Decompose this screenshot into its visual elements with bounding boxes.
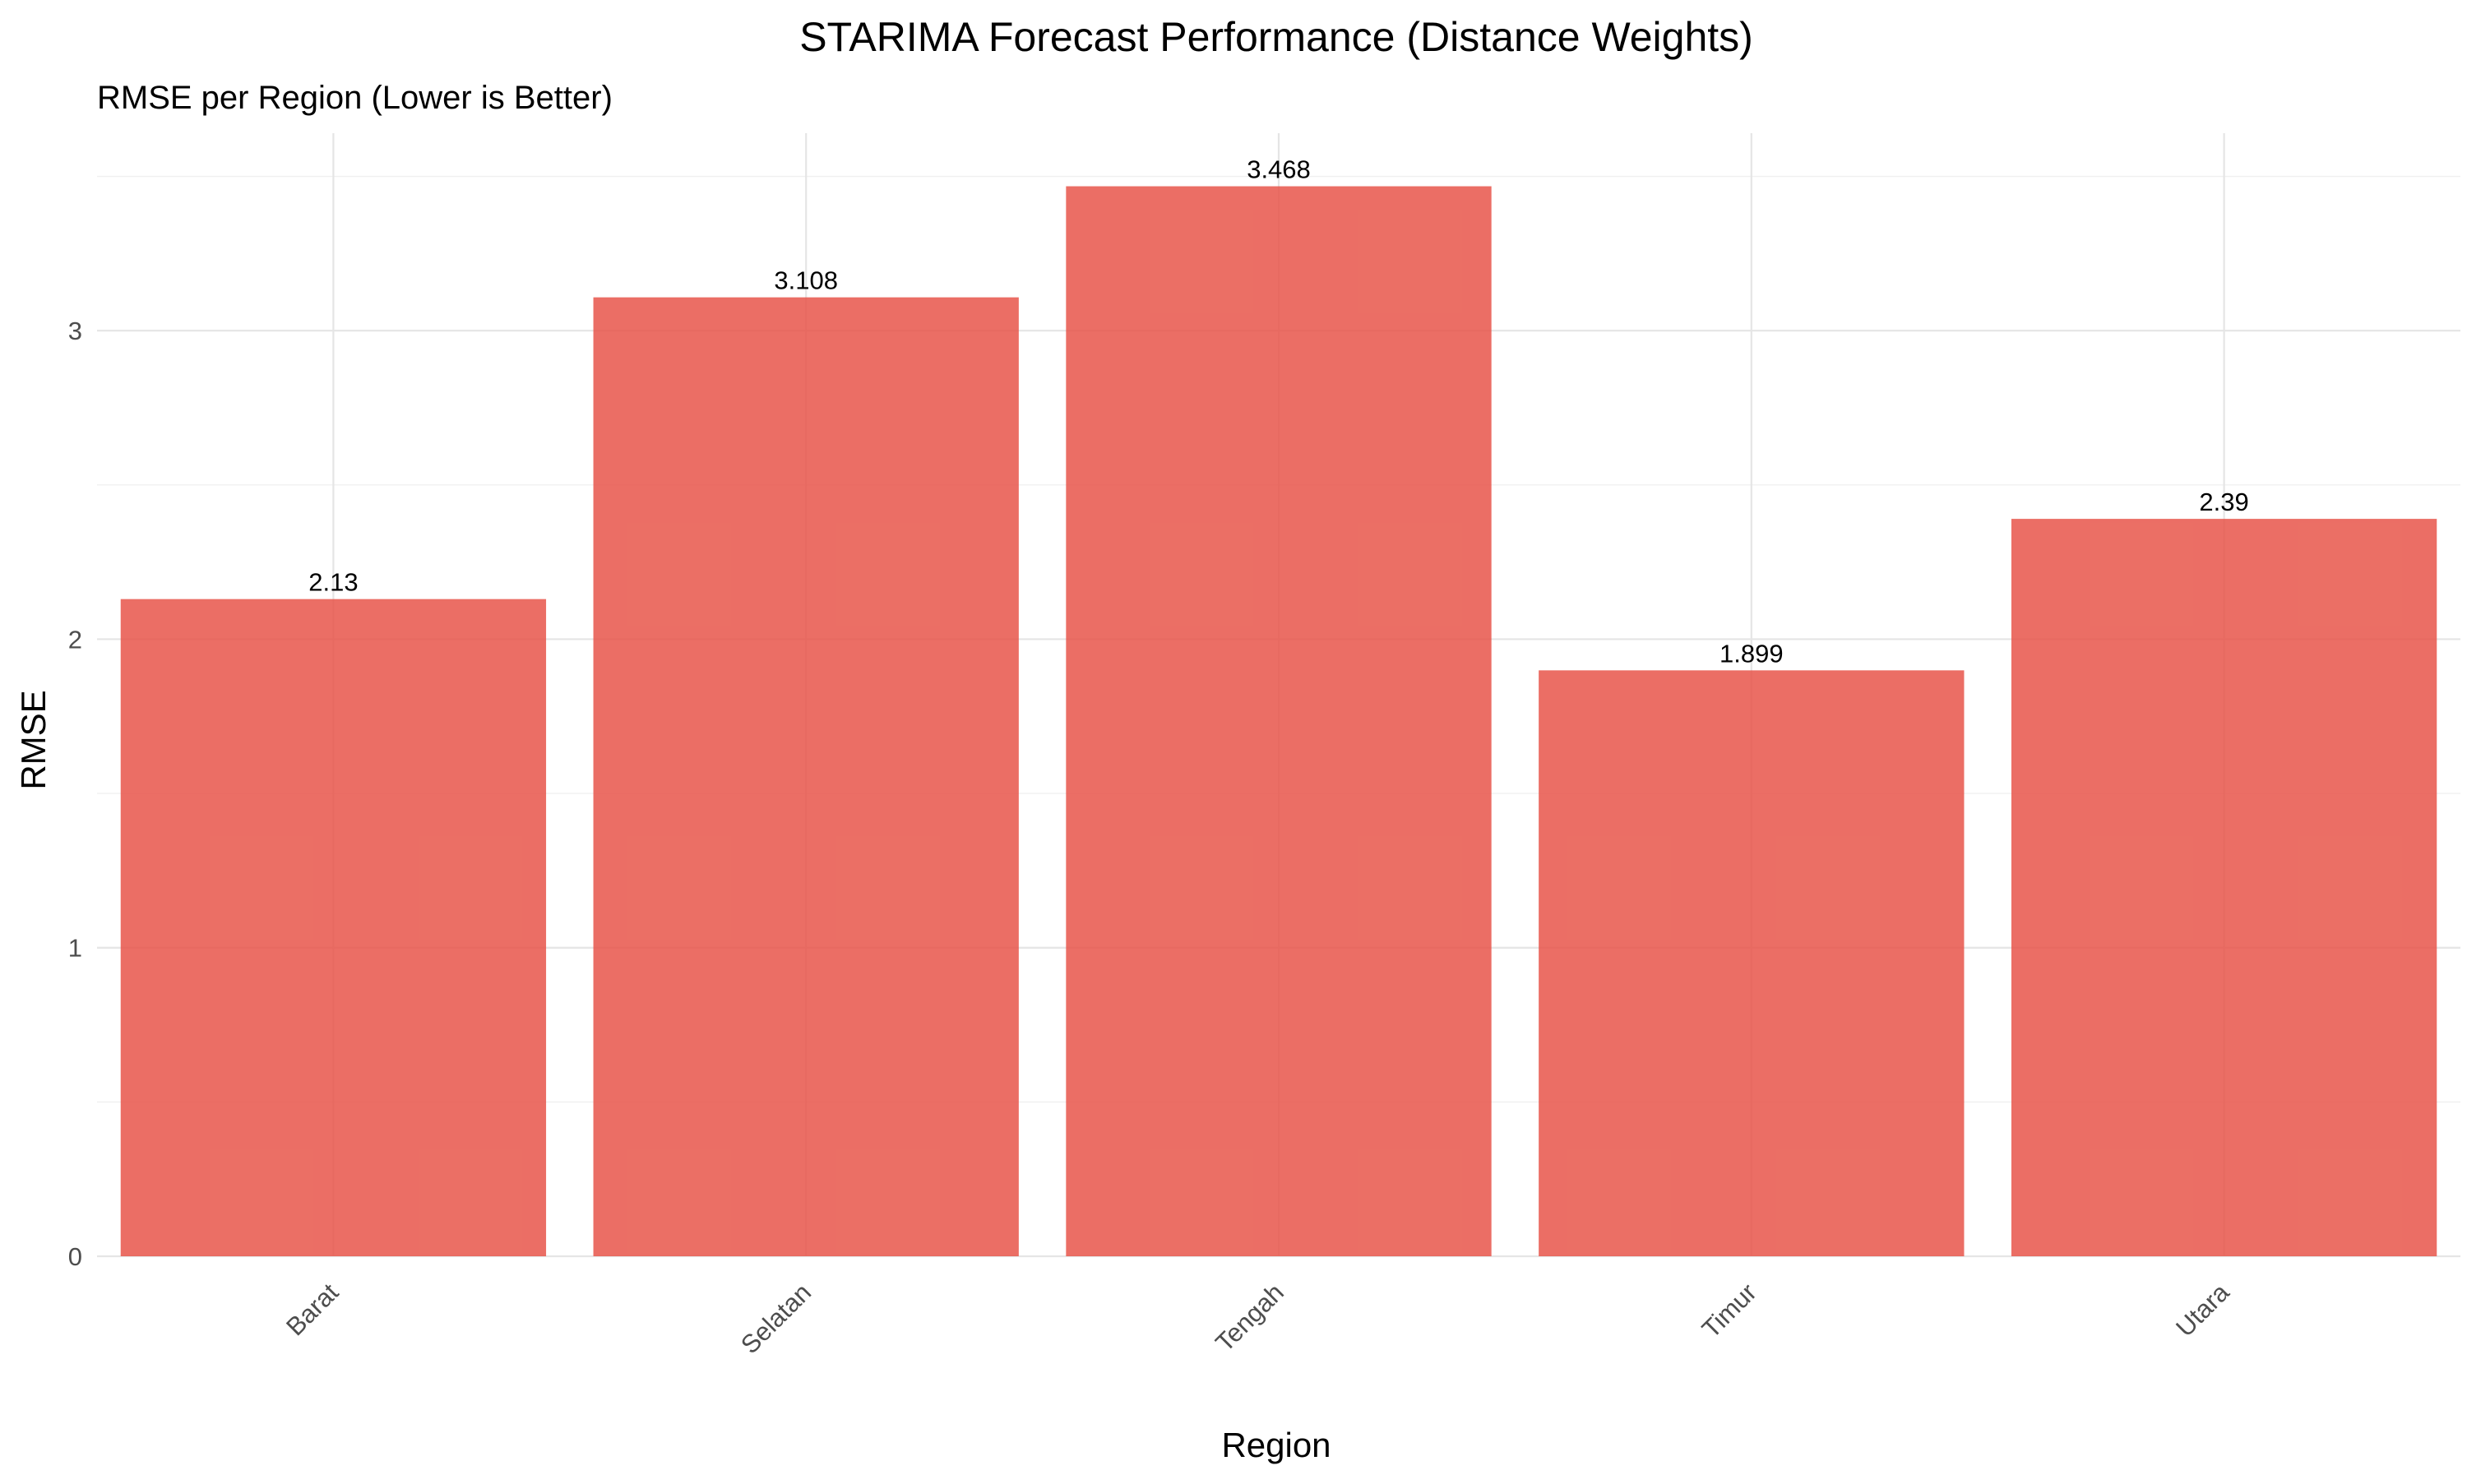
bar-barat [120,599,547,1256]
bar-selatan [593,297,1019,1257]
x-tick-label-selatan: Selatan [735,1278,817,1359]
bar-tengah [1066,186,1492,1257]
y-tick-label: 0 [68,1242,82,1271]
y-tick-label: 2 [68,625,82,654]
x-axis-title: Region [1221,1426,1331,1464]
chart-title: STARIMA Forecast Performance (Distance W… [799,14,1753,60]
data-label-selatan: 3.108 [774,266,838,295]
bars [120,186,2437,1257]
y-tick-label: 1 [68,934,82,963]
bar-timur [1539,670,1965,1256]
data-label-utara: 2.39 [2199,488,2248,516]
data-label-tengah: 3.468 [1247,155,1311,184]
y-axis-ticks: 0 1 2 3 [68,317,82,1271]
chart-subtitle: RMSE per Region (Lower is Better) [97,80,613,116]
y-tick-label: 3 [68,317,82,345]
x-tick-label-utara: Utara [2170,1278,2235,1343]
x-tick-label-timur: Timur [1696,1278,1762,1343]
bar-utara [2011,519,2437,1256]
data-labels: 2.13 3.108 3.468 1.899 2.39 [308,155,2249,668]
x-tick-label-tengah: Tengah [1210,1278,1289,1357]
y-axis-title: RMSE [14,690,53,789]
data-label-timur: 1.899 [1719,639,1784,668]
x-tick-label-barat: Barat [280,1278,344,1341]
data-label-barat: 2.13 [308,568,358,597]
x-axis-ticks: Barat Selatan Tengah Timur Utara [280,1278,2235,1360]
